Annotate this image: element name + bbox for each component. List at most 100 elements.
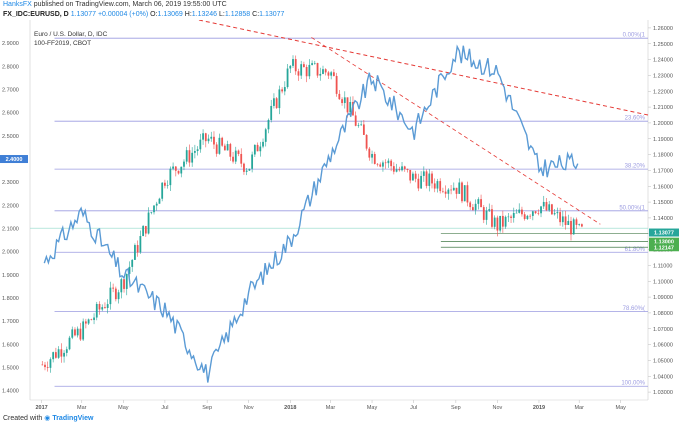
x-axis-tick-label: May	[616, 405, 627, 411]
candle-body	[382, 162, 384, 167]
left-axis-tick-label: 2.9000	[2, 41, 19, 47]
candle-body	[60, 349, 63, 357]
candle-body	[106, 304, 109, 308]
x-axis-tick-label: Sep	[451, 405, 461, 411]
price-badge-label: 1.13077	[654, 231, 674, 237]
x-axis-tick-label: May	[367, 405, 378, 411]
candle-body	[572, 219, 575, 235]
right-axis-tick-label: 1.23000	[653, 73, 673, 79]
candle-body	[128, 266, 131, 274]
right-axis-tick-label: 1.16000	[653, 184, 673, 190]
candle-body	[439, 181, 442, 192]
candle-body	[294, 59, 297, 72]
trend-line-lower	[311, 37, 601, 225]
candle-body	[384, 162, 387, 164]
candle-body	[485, 210, 488, 220]
right-axis-tick-label: 1.07000	[653, 327, 673, 333]
candle-body	[398, 169, 401, 171]
left-price-axis[interactable]: 2.90002.80002.70002.60002.50002.40002.30…	[2, 41, 19, 395]
candle-body	[360, 124, 363, 126]
price-badge	[649, 243, 679, 252]
candle-body	[477, 199, 480, 204]
candle-body	[292, 59, 294, 66]
candle-body	[256, 144, 259, 152]
candle-body	[379, 164, 382, 167]
tradingview-brand[interactable]: TradingView	[52, 415, 94, 422]
candle-body	[93, 317, 95, 321]
candle-body	[281, 89, 284, 92]
candle-body	[270, 105, 273, 120]
candle-body	[193, 151, 196, 153]
candle-body	[251, 154, 254, 169]
published-text: published on TradingView.com, March 06, …	[33, 1, 227, 8]
created-with-text: Created with	[3, 415, 43, 422]
candle-body	[125, 273, 128, 289]
trend-lines[interactable]	[30, 20, 649, 248]
x-axis-tick-label: Nov	[493, 405, 503, 411]
right-axis-tick-label: 1.26000	[653, 26, 673, 32]
candle-body	[510, 216, 512, 218]
price-badge	[649, 237, 679, 246]
x-axis-tick-label: Nov	[244, 405, 254, 411]
candle-body	[534, 211, 537, 214]
publisher-name[interactable]: HanksFX	[3, 1, 32, 8]
candle-body	[104, 307, 106, 308]
candle-body	[447, 189, 450, 194]
candle-body	[322, 69, 324, 74]
candle-body	[264, 129, 267, 142]
left-axis-tick-label: 1.5000	[2, 366, 19, 372]
candle-body	[117, 292, 120, 300]
candle-body	[65, 349, 68, 353]
candle-body	[357, 125, 360, 126]
candle-body	[183, 161, 185, 167]
candle-body	[316, 63, 319, 76]
x-axis-tick-label: Jul	[410, 405, 417, 411]
candle-body	[196, 149, 199, 152]
candle-body	[305, 67, 308, 77]
candle-body	[564, 216, 567, 226]
candle-body	[488, 209, 491, 211]
candle-body	[515, 212, 518, 214]
candle-body	[283, 87, 286, 92]
candle-body	[275, 98, 278, 109]
chart-legend: Euro / U.S. Dollar, D, IDC 100-FF2019, C…	[34, 31, 108, 47]
candle-body	[41, 364, 44, 366]
candle-body	[191, 152, 194, 163]
price-chart[interactable]: 0.00%(1 23.60% 38.20% 50.00%(1 61.80% 78.60%(…	[0, 20, 680, 412]
publish-bar: HanksFX published on TradingView.com, Ma…	[0, 0, 680, 10]
x-axis-tick-label: 2017	[35, 405, 47, 411]
candle-body	[202, 133, 204, 140]
candle-body	[68, 337, 71, 350]
candle-body	[174, 166, 177, 171]
candle-body	[521, 209, 523, 215]
candle-body	[161, 182, 164, 199]
x-axis-tick-label: May	[118, 405, 129, 411]
candle-body	[417, 178, 420, 189]
candle-body	[54, 352, 57, 358]
right-axis-tick-label: 1.22000	[653, 89, 673, 95]
right-axis-tick-label: 1.10000	[653, 279, 673, 285]
candle-body	[461, 182, 463, 202]
candle-body	[204, 133, 207, 142]
candle-body	[499, 215, 502, 231]
candle-body	[553, 213, 556, 215]
candle-body	[469, 202, 472, 208]
close-value: 1.13077	[259, 11, 285, 18]
candle-body	[403, 166, 406, 169]
right-axis-tick-label: 1.17000	[653, 168, 673, 174]
high-value: 1.13246	[191, 11, 218, 18]
time-axis[interactable]: 2017 Mar May Jul Sep Nov 2018 Mar May Jul Sep Nov 20…	[35, 400, 626, 411]
candle-body	[308, 64, 311, 77]
candle-body	[512, 212, 515, 218]
candle-body	[237, 150, 240, 154]
candle-body	[199, 139, 202, 150]
candle-body	[226, 144, 229, 151]
candle-body	[531, 211, 534, 216]
candle-body	[452, 187, 455, 191]
candle-body	[493, 217, 496, 227]
candle-body	[330, 72, 333, 76]
x-axis-tick-label: 2018	[284, 405, 296, 411]
candle-body	[365, 134, 368, 149]
candle-body	[57, 349, 60, 358]
candle-body	[223, 145, 226, 151]
